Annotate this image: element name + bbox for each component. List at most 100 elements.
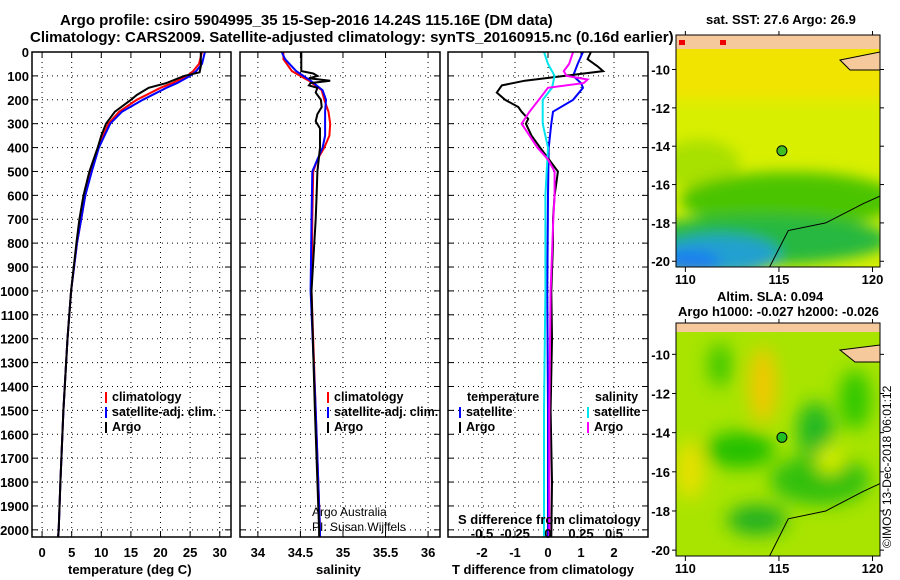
series-line-temperature-satellite — [546, 51, 585, 537]
land — [676, 323, 880, 332]
x-tick-label: 10 — [94, 545, 108, 560]
x-tick-label: 15 — [124, 545, 138, 560]
y-tick-label: 1200 — [0, 332, 29, 347]
tdiff-xlabel: T difference from climatology — [452, 562, 635, 577]
series-line-salinity-satellite — [541, 51, 556, 537]
legend-swatch-argo — [105, 422, 107, 433]
y-tick-label: 0 — [22, 45, 29, 60]
blob — [705, 432, 775, 468]
y-tick-label: 1000 — [0, 284, 29, 299]
y-tick-label: 900 — [7, 260, 29, 275]
plot-frame — [239, 51, 441, 538]
temperature-legend: climatology satellite-adj. clim. Argo — [105, 390, 216, 435]
y-tick-label: 800 — [7, 236, 29, 251]
sdiff-legend: salinity satellite Argo — [587, 390, 641, 435]
x-tick-label: 35 — [336, 545, 350, 560]
legend-swatch-climatology — [327, 392, 329, 403]
y-tick-label: 1900 — [0, 499, 29, 514]
legend-swatch-argo — [327, 422, 329, 433]
legend-swatch-climatology — [105, 392, 107, 403]
y-tick-label: 500 — [7, 164, 29, 179]
legend-swatch-t-argo — [459, 422, 461, 433]
salinity-xlabel: salinity — [316, 562, 361, 577]
series-line-climatology — [282, 52, 332, 537]
lon-tick-label: 110 — [675, 561, 696, 576]
panel-difference — [447, 51, 649, 538]
field-blobs — [676, 343, 871, 535]
legend-label: satellite — [466, 405, 513, 419]
credit: Argo Australia PI: Susan Wijffels — [312, 505, 406, 535]
blob — [770, 455, 870, 505]
sst-map-title: sat. SST: 27.6 Argo: 26.9 — [706, 12, 856, 27]
y-tick-label: 1500 — [0, 403, 29, 418]
salinity-legend: climatology satellite-adj. clim. Argo — [327, 390, 438, 435]
map-frame — [675, 322, 881, 557]
sla-map-title: Altim. SLA: 0.094 — [717, 289, 824, 304]
land — [676, 35, 880, 49]
plot-frame — [31, 51, 232, 538]
panel-salinity — [239, 51, 441, 538]
legend-label: climatology — [334, 390, 404, 404]
x2-tick-label: 0 — [544, 526, 551, 541]
legend-swatch-satellite — [327, 407, 329, 418]
x-tick-label: -1 — [509, 545, 521, 560]
x-tick-label: 36 — [421, 545, 435, 560]
x-tick-label: 5 — [68, 545, 75, 560]
legend-title: salinity — [595, 390, 639, 404]
legend-swatch-s-argo — [587, 422, 589, 433]
y-tick-label: 700 — [7, 212, 29, 227]
x2-tick-label: -0.5 — [471, 526, 493, 541]
y-tick-label: 2000 — [0, 523, 29, 538]
x-tick-label: 0 — [544, 545, 551, 560]
lon-tick-label: 115 — [768, 272, 789, 287]
legend-label: Argo — [466, 420, 496, 434]
temperature-xlabel: temperature (deg C) — [68, 562, 192, 577]
hotspot — [720, 40, 726, 45]
blob — [839, 370, 871, 430]
coastline — [769, 195, 880, 267]
y-tick-label: 100 — [7, 69, 29, 84]
series-line-satellite-adj-clim- — [57, 51, 206, 538]
blob — [680, 172, 880, 228]
y-tick-label: 600 — [7, 188, 29, 203]
lat-tick-label: -20 — [651, 543, 670, 558]
x-tick-label: 34.5 — [288, 545, 313, 560]
y-tick-label: 200 — [7, 93, 29, 108]
legend-swatch-s-satellite — [587, 407, 589, 418]
title-line-1: Argo profile: csiro 5904995_35 15-Sep-20… — [60, 12, 553, 29]
legend-swatch-t-satellite — [459, 407, 461, 418]
series-line-argo — [57, 52, 202, 538]
y-tick-label: 1700 — [0, 451, 29, 466]
x-tick-label: 35.5 — [373, 545, 398, 560]
series-line-salinity-argo — [520, 51, 590, 537]
blob — [676, 140, 740, 190]
x-tick-label: 34 — [251, 545, 266, 560]
tdiff-legend: temperature satellite Argo — [459, 390, 539, 435]
argo-float-marker — [776, 145, 788, 157]
x-tick-label: 20 — [153, 545, 167, 560]
sla-map-subtitle: Argo h1000: -0.027 h2000: -0.026 — [678, 304, 879, 319]
sla-map — [672, 319, 884, 561]
x-tick-label: 2 — [610, 545, 617, 560]
sst-map — [672, 31, 884, 272]
blob — [708, 343, 732, 387]
legend-label: Argo — [112, 420, 142, 434]
y-tick-label: 1300 — [0, 356, 29, 371]
legend-label: satellite — [594, 405, 641, 419]
lon-tick-label: 115 — [768, 561, 789, 576]
land — [838, 51, 880, 71]
series-line-climatology — [57, 51, 203, 538]
lat-tick-label: -10 — [651, 63, 670, 78]
credit-line-1: Argo Australia — [312, 505, 387, 519]
x-tick-label: 25 — [183, 545, 197, 560]
y-tick-label: 1400 — [0, 379, 29, 394]
sdiff-label: S difference from climatology — [458, 512, 641, 527]
blob — [816, 446, 844, 474]
credit-line-2: PI: Susan Wijffels — [312, 520, 406, 534]
blob — [727, 505, 787, 535]
lat-tick-label: -14 — [651, 426, 671, 441]
y-tick-label: 1800 — [0, 475, 29, 490]
lat-tick-label: -18 — [651, 504, 670, 519]
cold-blob — [676, 250, 720, 267]
